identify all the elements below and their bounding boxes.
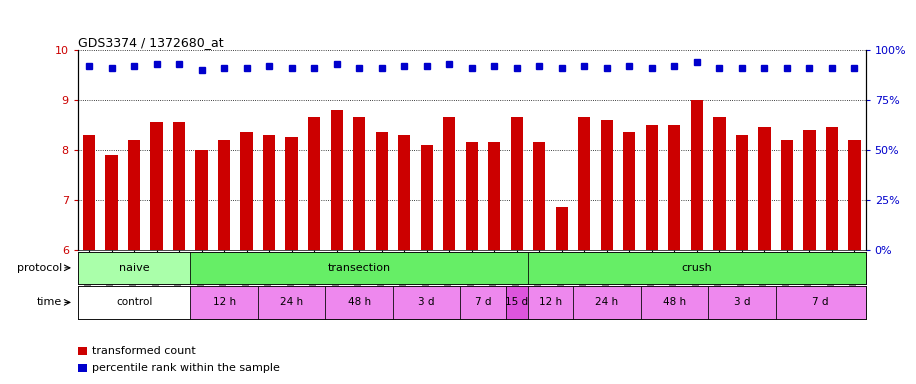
Bar <box>714 118 725 250</box>
Text: 7 d: 7 d <box>812 297 829 308</box>
Bar <box>528 252 866 284</box>
Bar <box>325 286 393 319</box>
Bar <box>191 286 258 319</box>
Bar <box>601 120 613 250</box>
Bar <box>573 286 640 319</box>
Bar <box>83 135 95 250</box>
Bar <box>825 127 838 250</box>
Text: naive: naive <box>119 263 149 273</box>
Text: 3 d: 3 d <box>419 297 435 308</box>
Bar <box>286 137 298 250</box>
Text: 15 d: 15 d <box>506 297 529 308</box>
Bar <box>420 145 433 250</box>
Bar <box>776 286 866 319</box>
Bar <box>78 364 87 372</box>
Bar <box>128 140 140 250</box>
Bar <box>533 142 545 250</box>
Bar <box>506 286 528 319</box>
Bar <box>461 286 506 319</box>
Bar <box>623 132 636 250</box>
Bar <box>150 122 163 250</box>
Bar <box>691 100 703 250</box>
Text: 24 h: 24 h <box>280 297 303 308</box>
Bar <box>556 207 568 250</box>
Bar <box>78 252 191 284</box>
Text: protocol: protocol <box>16 263 62 273</box>
Bar <box>353 118 365 250</box>
Bar <box>578 118 591 250</box>
Bar <box>191 252 528 284</box>
Bar <box>78 286 191 319</box>
Text: transection: transection <box>328 263 391 273</box>
Bar <box>510 118 523 250</box>
Text: 3 d: 3 d <box>734 297 750 308</box>
Bar <box>465 142 478 250</box>
Bar <box>105 155 118 250</box>
Text: GDS3374 / 1372680_at: GDS3374 / 1372680_at <box>78 36 224 49</box>
Bar <box>758 127 770 250</box>
Text: 12 h: 12 h <box>213 297 235 308</box>
Text: transformed count: transformed count <box>92 346 196 356</box>
Text: crush: crush <box>682 263 712 273</box>
Bar <box>528 286 573 319</box>
Bar <box>848 140 860 250</box>
Bar <box>241 132 253 250</box>
Text: 7 d: 7 d <box>474 297 491 308</box>
Bar <box>443 118 455 250</box>
Bar <box>331 110 343 250</box>
Text: 48 h: 48 h <box>348 297 371 308</box>
Bar <box>78 347 87 355</box>
Bar <box>640 286 708 319</box>
Bar <box>258 286 325 319</box>
Bar <box>218 140 230 250</box>
Bar <box>780 140 793 250</box>
Bar <box>736 135 748 250</box>
Bar <box>173 122 185 250</box>
Text: control: control <box>116 297 152 308</box>
Text: 24 h: 24 h <box>595 297 618 308</box>
Bar <box>263 135 276 250</box>
Text: 12 h: 12 h <box>539 297 562 308</box>
Text: time: time <box>37 297 62 308</box>
Bar <box>195 150 208 250</box>
Text: percentile rank within the sample: percentile rank within the sample <box>92 363 280 373</box>
Bar <box>646 125 658 250</box>
Bar <box>393 286 461 319</box>
Bar <box>668 125 681 250</box>
Bar <box>376 132 387 250</box>
Bar <box>488 142 500 250</box>
Text: 48 h: 48 h <box>663 297 686 308</box>
Bar <box>803 130 815 250</box>
Bar <box>398 135 410 250</box>
Bar <box>308 118 321 250</box>
Bar <box>708 286 776 319</box>
